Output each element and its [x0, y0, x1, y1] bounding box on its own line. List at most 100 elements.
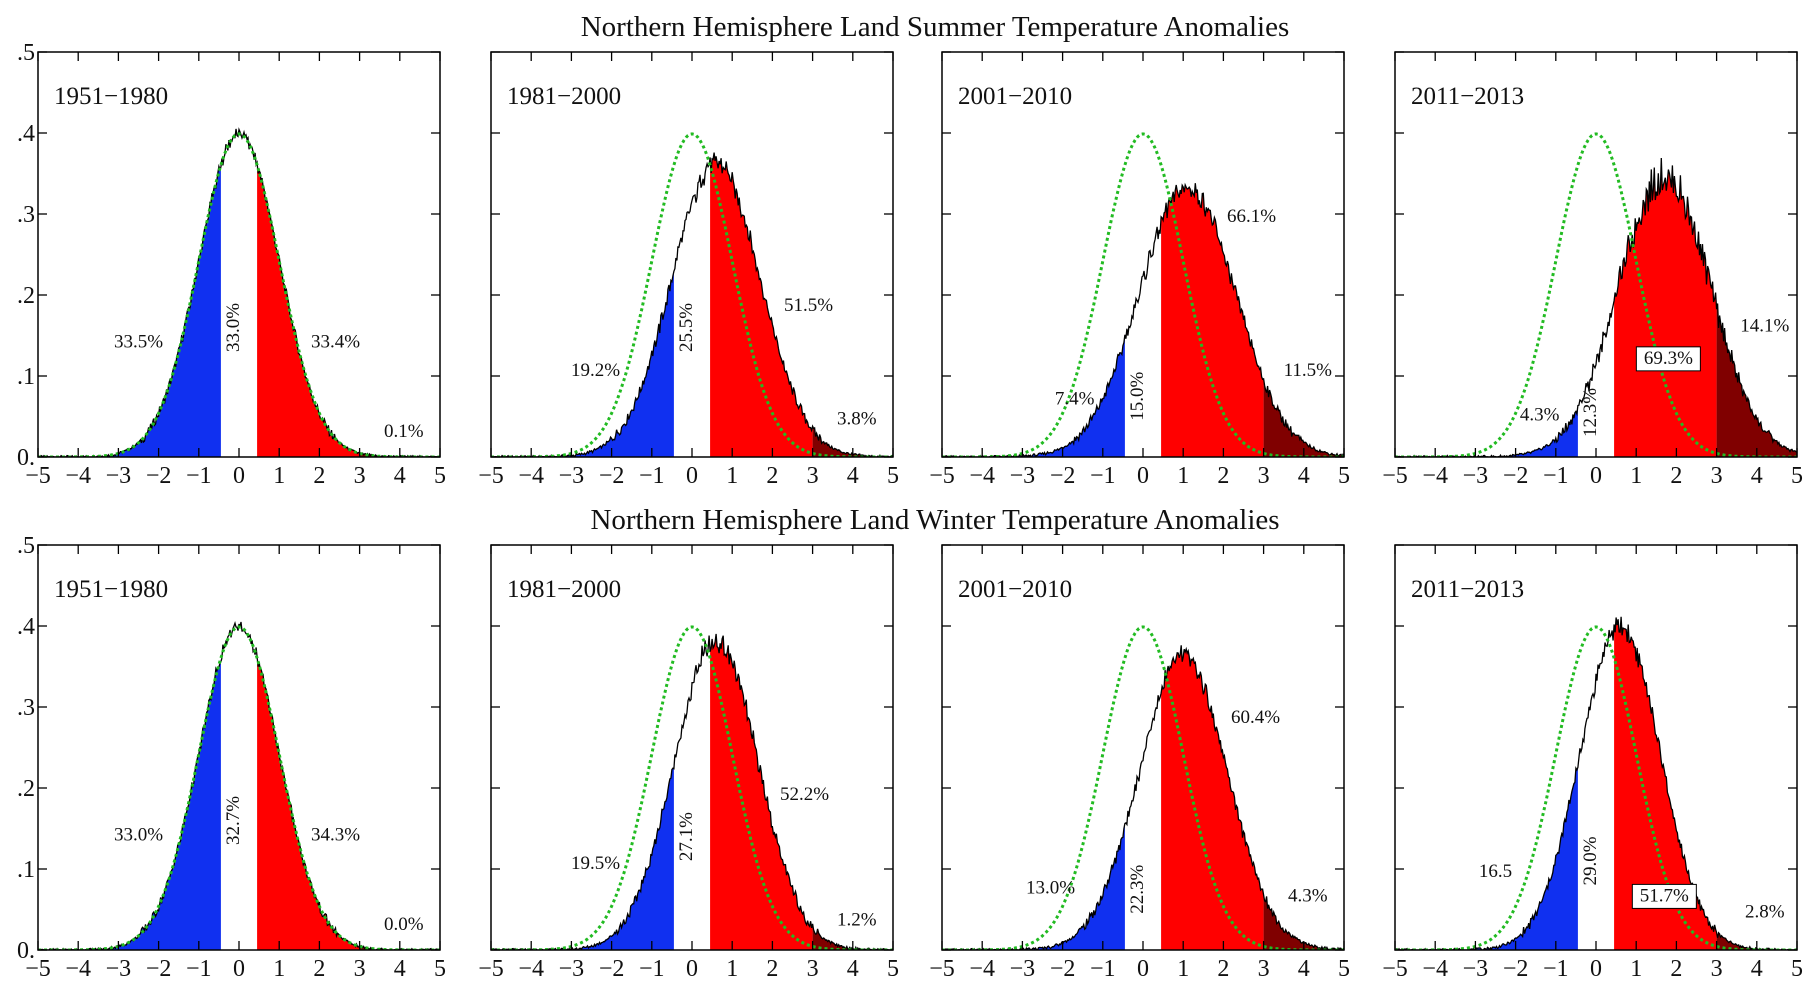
x-tick-label: 1	[1630, 463, 1642, 489]
percentage-label: 60.4%	[1231, 707, 1280, 728]
x-tick-label: −3	[1010, 956, 1036, 982]
x-tick-label: 2	[313, 956, 325, 982]
percentage-label: 2.8%	[1745, 902, 1785, 923]
x-tick-label: 3	[1711, 956, 1723, 982]
hot-area	[1161, 645, 1264, 950]
x-tick-label: −1	[1090, 956, 1116, 982]
x-tick-label: 2	[766, 956, 778, 982]
percentage-label: 33.4%	[311, 332, 360, 353]
x-tick-label: −5	[1382, 956, 1408, 982]
cold-area	[1395, 767, 1578, 950]
x-tick-label: −1	[639, 463, 665, 489]
x-tick-label: 1	[726, 956, 738, 982]
x-tick-label: 2	[1670, 463, 1682, 489]
percentage-label: 16.5	[1479, 861, 1512, 882]
x-tick-label: −5	[25, 956, 51, 982]
percentage-label: 51.7%	[1640, 885, 1689, 906]
cold-area	[942, 334, 1125, 457]
panel-1-2: −5 −4 −3 −2 −1 0 1 2 3 4 5 2001−2010 13.0% 22.3% 60.4%…	[929, 544, 1350, 982]
percentage-label: 13.0%	[1026, 877, 1075, 898]
x-tick-label: −4	[1422, 956, 1448, 982]
x-tick-label: 3	[1258, 956, 1270, 982]
x-tick-label: 5	[887, 956, 899, 982]
percentage-label: 27.1%	[676, 812, 697, 861]
extreme-hot-area	[1716, 303, 1797, 457]
y-tick-label: .4	[17, 121, 35, 147]
percentage-label: 69.3%	[1644, 348, 1693, 369]
anomaly-curve	[38, 127, 440, 457]
x-tick-label: 4	[1751, 463, 1763, 489]
x-tick-label: 0	[1137, 463, 1149, 489]
panel-0-2: −5 −4 −3 −2 −1 0 1 2 3 4 5 2001−2010 7.4% 15.0% 66.1% 1…	[929, 51, 1350, 489]
anomaly-curve	[38, 621, 440, 950]
x-tick-label: −3	[1463, 463, 1489, 489]
x-tick-label: 0	[1590, 956, 1602, 982]
x-tick-label: −1	[186, 956, 212, 982]
x-tick-label: −5	[1382, 463, 1408, 489]
percentage-label: 33.0%	[223, 303, 244, 352]
x-tick-label: 5	[887, 463, 899, 489]
y-tick-label: .1	[17, 857, 35, 883]
y-tick-label: .5	[17, 40, 35, 66]
x-tick-label: 5	[434, 463, 446, 489]
percentage-label: 15.0%	[1127, 372, 1148, 421]
x-tick-label: 2	[1217, 463, 1229, 489]
percentage-label: 33.5%	[114, 332, 163, 353]
x-tick-label: −5	[929, 463, 955, 489]
x-tick-label: −2	[146, 956, 172, 982]
x-tick-label: 4	[394, 463, 406, 489]
x-tick-label: 1	[1177, 463, 1189, 489]
percentage-label: 4.3%	[1288, 885, 1328, 906]
hot-area	[257, 162, 360, 457]
y-tick-label: .3	[17, 695, 35, 721]
x-tick-label: 0	[233, 956, 245, 982]
x-tick-label: −4	[969, 463, 995, 489]
y-tick-label: .1	[17, 364, 35, 390]
period-label: 1951−1980	[54, 83, 168, 110]
percentage-label: 33.0%	[114, 825, 163, 846]
percentage-label: 19.2%	[571, 360, 620, 381]
y-tick-label: 0.	[17, 445, 35, 471]
x-tick-label: −2	[1050, 463, 1076, 489]
percentage-label: 4.3%	[1520, 405, 1560, 426]
hot-area	[1161, 183, 1264, 457]
x-tick-label: 3	[1711, 463, 1723, 489]
x-tick-label: −1	[639, 956, 665, 982]
y-tick-label: .2	[17, 776, 35, 802]
x-tick-label: −2	[599, 463, 625, 489]
period-label: 1951−1980	[54, 576, 168, 603]
percentage-label: 7.4%	[1055, 388, 1095, 409]
percentage-label: 11.5%	[1284, 360, 1333, 381]
panel-0-0: −5 −4 −3 −2 −1 0 1 2 3 4 5 0. .1 .2 .3 .4 .5 1951−1980 33.…	[17, 40, 446, 489]
anomaly-curve	[491, 633, 893, 950]
reference-normal-curve	[491, 625, 893, 950]
x-tick-label: −2	[146, 463, 172, 489]
reference-normal-curve	[942, 132, 1344, 457]
percentage-label: 25.5%	[676, 303, 697, 352]
x-tick-label: −4	[65, 463, 91, 489]
period-label: 2001−2010	[958, 83, 1072, 110]
x-tick-label: −4	[518, 463, 544, 489]
period-label: 2011−2013	[1411, 576, 1524, 603]
x-tick-label: 4	[1298, 463, 1310, 489]
cold-area	[1395, 405, 1578, 457]
reference-normal-curve	[942, 625, 1344, 950]
x-tick-label: 1	[1630, 956, 1642, 982]
percentage-label: 12.3%	[1580, 388, 1601, 437]
percentage-label: 51.5%	[784, 295, 833, 316]
x-tick-label: 5	[1338, 463, 1350, 489]
x-tick-label: 0	[686, 956, 698, 982]
extreme-hot-area	[812, 923, 893, 950]
hot-area	[710, 152, 813, 457]
x-tick-label: −1	[1543, 463, 1569, 489]
row-title-winter: Northern Hemisphere Land Winter Temperat…	[590, 504, 1279, 536]
x-tick-label: 4	[847, 956, 859, 982]
x-tick-label: −3	[106, 463, 132, 489]
cold-area	[491, 271, 674, 457]
percentage-label: 66.1%	[1227, 206, 1276, 227]
panel-1-0: −5 −4 −3 −2 −1 0 1 2 3 4 5 0. .1 .2 .3 .4 .5 1951−1980 33.…	[17, 533, 446, 982]
panel-0-1: −5 −4 −3 −2 −1 0 1 2 3 4 5 1981−2000 19.2% 25.5% 51.5%…	[478, 51, 899, 489]
label-box	[1631, 883, 1697, 909]
percentage-label: 29.0%	[1580, 836, 1601, 885]
percentage-label: 14.1%	[1740, 315, 1789, 336]
